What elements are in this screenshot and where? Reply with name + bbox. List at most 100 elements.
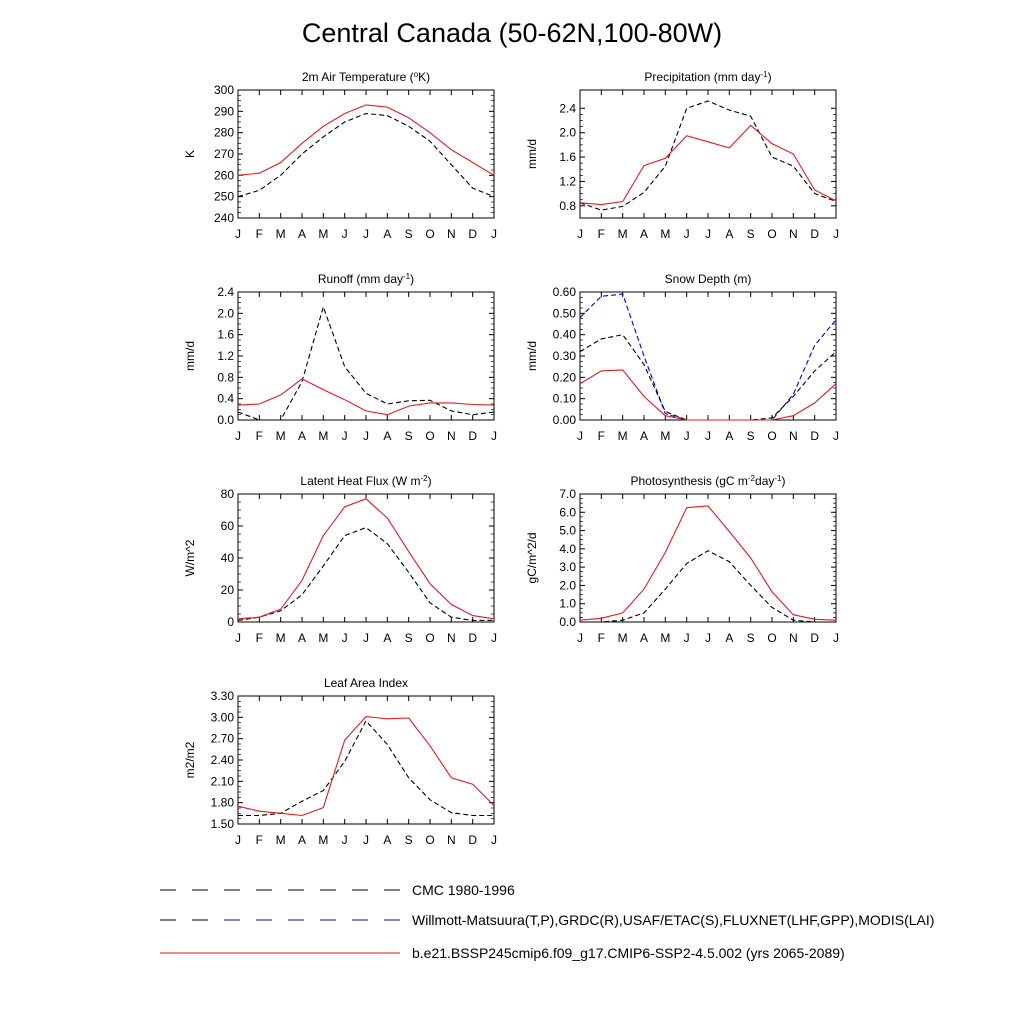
x-tick-label: M — [318, 833, 328, 847]
panel-title: 2m Air Temperature (oK) — [302, 70, 430, 85]
x-tick-label: O — [425, 631, 434, 645]
y-tick-label: 3.00 — [211, 710, 235, 724]
x-tick-label: M — [318, 631, 328, 645]
x-tick-label: S — [747, 631, 755, 645]
y-tick-label: 2.4 — [217, 285, 234, 299]
y-tick-label: 3.30 — [211, 689, 235, 703]
x-tick-label: J — [577, 429, 583, 443]
x-tick-label: M — [618, 227, 628, 241]
y-tick-label: 80 — [221, 487, 235, 501]
x-tick-label: J — [363, 833, 369, 847]
x-tick-label: S — [747, 227, 755, 241]
plot-frame — [237, 89, 495, 219]
y-tick-label: 6.0 — [559, 505, 576, 519]
y-axis-label: m2/m2 — [183, 741, 197, 778]
series-line-obs — [237, 526, 494, 621]
y-tick-label: 60 — [221, 519, 235, 533]
panel-title: Snow Depth (m) — [665, 272, 752, 286]
y-tick-label: 0.20 — [553, 370, 577, 384]
y-axis-label: K — [183, 150, 197, 158]
x-tick-label: D — [468, 631, 477, 645]
panel-title: Photosynthesis (gC m-2day-1) — [631, 474, 786, 489]
y-tick-label: 1.50 — [211, 817, 235, 831]
series-line-obs — [580, 550, 836, 623]
x-tick-label: O — [425, 833, 434, 847]
x-tick-label: A — [640, 631, 648, 645]
y-tick-label: 3.0 — [559, 560, 576, 574]
y-tick-label: 290 — [214, 104, 234, 118]
x-tick-label: O — [767, 429, 776, 443]
x-tick-label: D — [810, 631, 819, 645]
x-tick-label: M — [318, 227, 328, 241]
legend-label-cmc: CMC 1980-1996 — [412, 882, 515, 898]
y-tick-label: 1.6 — [559, 150, 576, 164]
x-tick-label: M — [276, 631, 286, 645]
x-tick-label: O — [767, 631, 776, 645]
y-tick-label: 20 — [221, 583, 235, 597]
y-tick-label: 2.0 — [559, 126, 576, 140]
y-tick-label: 1.0 — [559, 597, 576, 611]
x-tick-label: M — [276, 227, 286, 241]
panel-title: Leaf Area Index — [324, 676, 408, 690]
x-tick-label: O — [425, 429, 434, 443]
y-tick-label: 4.0 — [559, 542, 576, 556]
x-tick-label: J — [491, 631, 497, 645]
y-tick-label: 0.50 — [553, 306, 577, 320]
x-tick-label: A — [298, 429, 306, 443]
y-tick-label: 0.8 — [217, 370, 234, 384]
series-line-obs — [237, 112, 495, 198]
y-axis-label: mm/d — [525, 139, 539, 169]
y-tick-label: 240 — [214, 211, 234, 225]
x-tick-label: J — [235, 833, 241, 847]
x-tick-label: J — [684, 631, 690, 645]
x-tick-label: D — [468, 227, 477, 241]
y-tick-label: 280 — [214, 126, 234, 140]
x-tick-label: J — [491, 429, 497, 443]
x-tick-label: J — [342, 429, 348, 443]
x-tick-label: N — [447, 631, 456, 645]
x-tick-label: A — [725, 429, 733, 443]
x-tick-label: F — [256, 631, 263, 645]
x-tick-label: N — [789, 227, 798, 241]
x-tick-label: J — [235, 429, 241, 443]
y-tick-label: 7.0 — [559, 487, 576, 501]
panel-snow-depth: Snow Depth (m) 0.00 0.10 0.20 0.30 0.40 0.50 0.… — [525, 272, 839, 443]
x-tick-label: M — [276, 833, 286, 847]
y-tick-label: 270 — [214, 147, 234, 161]
figure-title: Central Canada (50-62N,100-80W) — [301, 18, 723, 48]
y-tick-label: 250 — [214, 190, 234, 204]
x-tick-label: N — [447, 833, 456, 847]
y-tick-label: 1.6 — [217, 328, 234, 342]
x-tick-label: J — [363, 227, 369, 241]
y-tick-label: 2.4 — [559, 101, 576, 115]
y-axis-label: mm/d — [183, 341, 197, 371]
y-tick-label: 2.70 — [211, 732, 235, 746]
series-line-obs — [237, 305, 495, 421]
y-tick-label: 5.0 — [559, 524, 576, 538]
x-tick-label: S — [405, 227, 413, 241]
series-line-model — [237, 104, 495, 176]
x-tick-label: N — [789, 631, 798, 645]
legend: CMC 1980-1996 Willmott-Matsuura(T,P),GRD… — [160, 882, 934, 961]
x-tick-label: F — [256, 227, 263, 241]
x-tick-label: M — [318, 429, 328, 443]
x-tick-label: N — [789, 429, 798, 443]
y-axis-label: W/m^2 — [183, 539, 197, 576]
x-tick-label: J — [684, 227, 690, 241]
y-axis-label: mm/d — [525, 341, 539, 371]
panel-photosynthesis: Photosynthesis (gC m-2day-1) 0.0 1.0 2.0 3.0… — [525, 474, 839, 646]
series-line-obs_alt — [579, 293, 837, 421]
x-tick-label: J — [705, 429, 711, 443]
y-tick-label: 0.0 — [559, 615, 576, 629]
y-tick-label: 260 — [214, 168, 234, 182]
panel-leaf-area-index: Leaf Area Index 1.50 1.80 2.10 2.40 2.70 3.00 3… — [183, 676, 497, 847]
panel-title: Latent Heat Flux (W m-2) — [300, 474, 431, 489]
x-tick-label: A — [725, 227, 733, 241]
x-tick-label: F — [256, 833, 263, 847]
panel-air-temperature: 2m Air Temperature (oK) 240 250 260 270 280 29… — [183, 70, 497, 242]
x-tick-label: M — [618, 429, 628, 443]
x-tick-label: J — [577, 631, 583, 645]
plot-frame — [237, 695, 495, 825]
x-tick-label: M — [660, 631, 670, 645]
panel-precipitation: Precipitation (mm day-1) 0.8 1.2 1.6 2.0 2.4 J… — [525, 70, 839, 242]
